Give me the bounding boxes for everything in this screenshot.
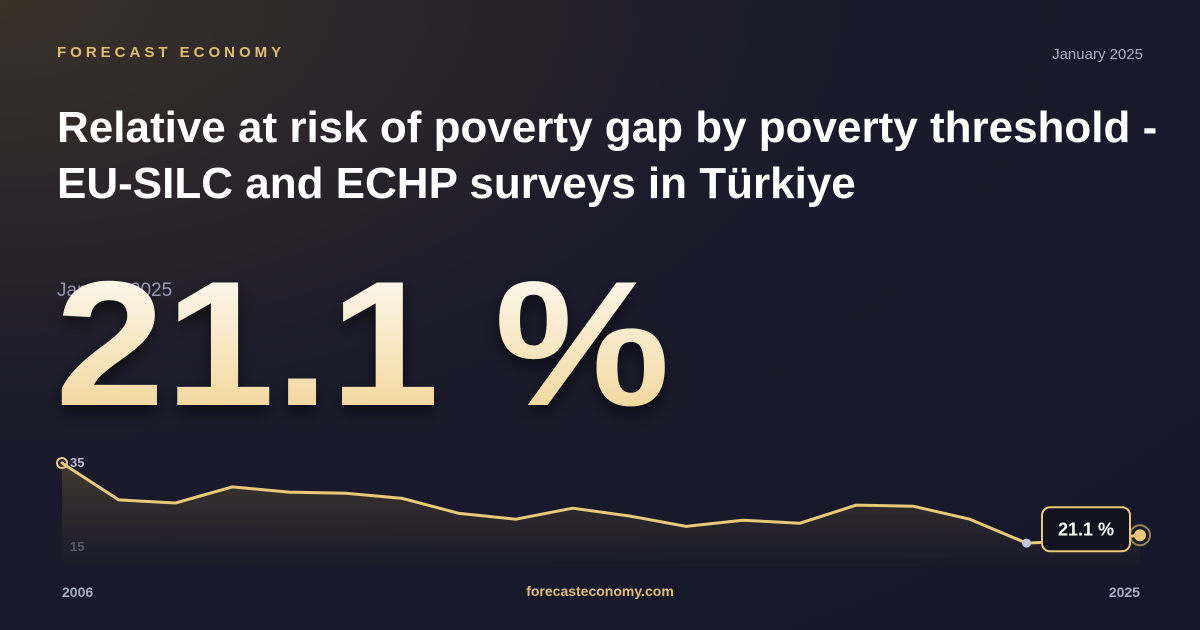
- callout-box: [1041, 506, 1131, 553]
- callout-label: 21.1 %: [1058, 519, 1114, 539]
- headline-value: 21.1 %: [55, 244, 670, 443]
- x-tick-label: 2006: [62, 584, 93, 600]
- x-tick-label: 2025: [1109, 584, 1140, 600]
- first-point: [56, 457, 68, 469]
- min-point: [1022, 538, 1032, 548]
- sub-date: January 2025: [57, 280, 172, 301]
- last-point: [1134, 529, 1146, 542]
- footer-url: forecasteconomy.com: [526, 583, 674, 599]
- date: January 2025: [1052, 46, 1143, 63]
- line: [60, 461, 1142, 545]
- area: [62, 463, 1140, 567]
- y-tick-label: 35: [70, 455, 84, 470]
- brand: FORECAST ECONOMY: [57, 44, 286, 61]
- chart-title: Relative at risk of poverty gap by pover…: [57, 103, 1158, 208]
